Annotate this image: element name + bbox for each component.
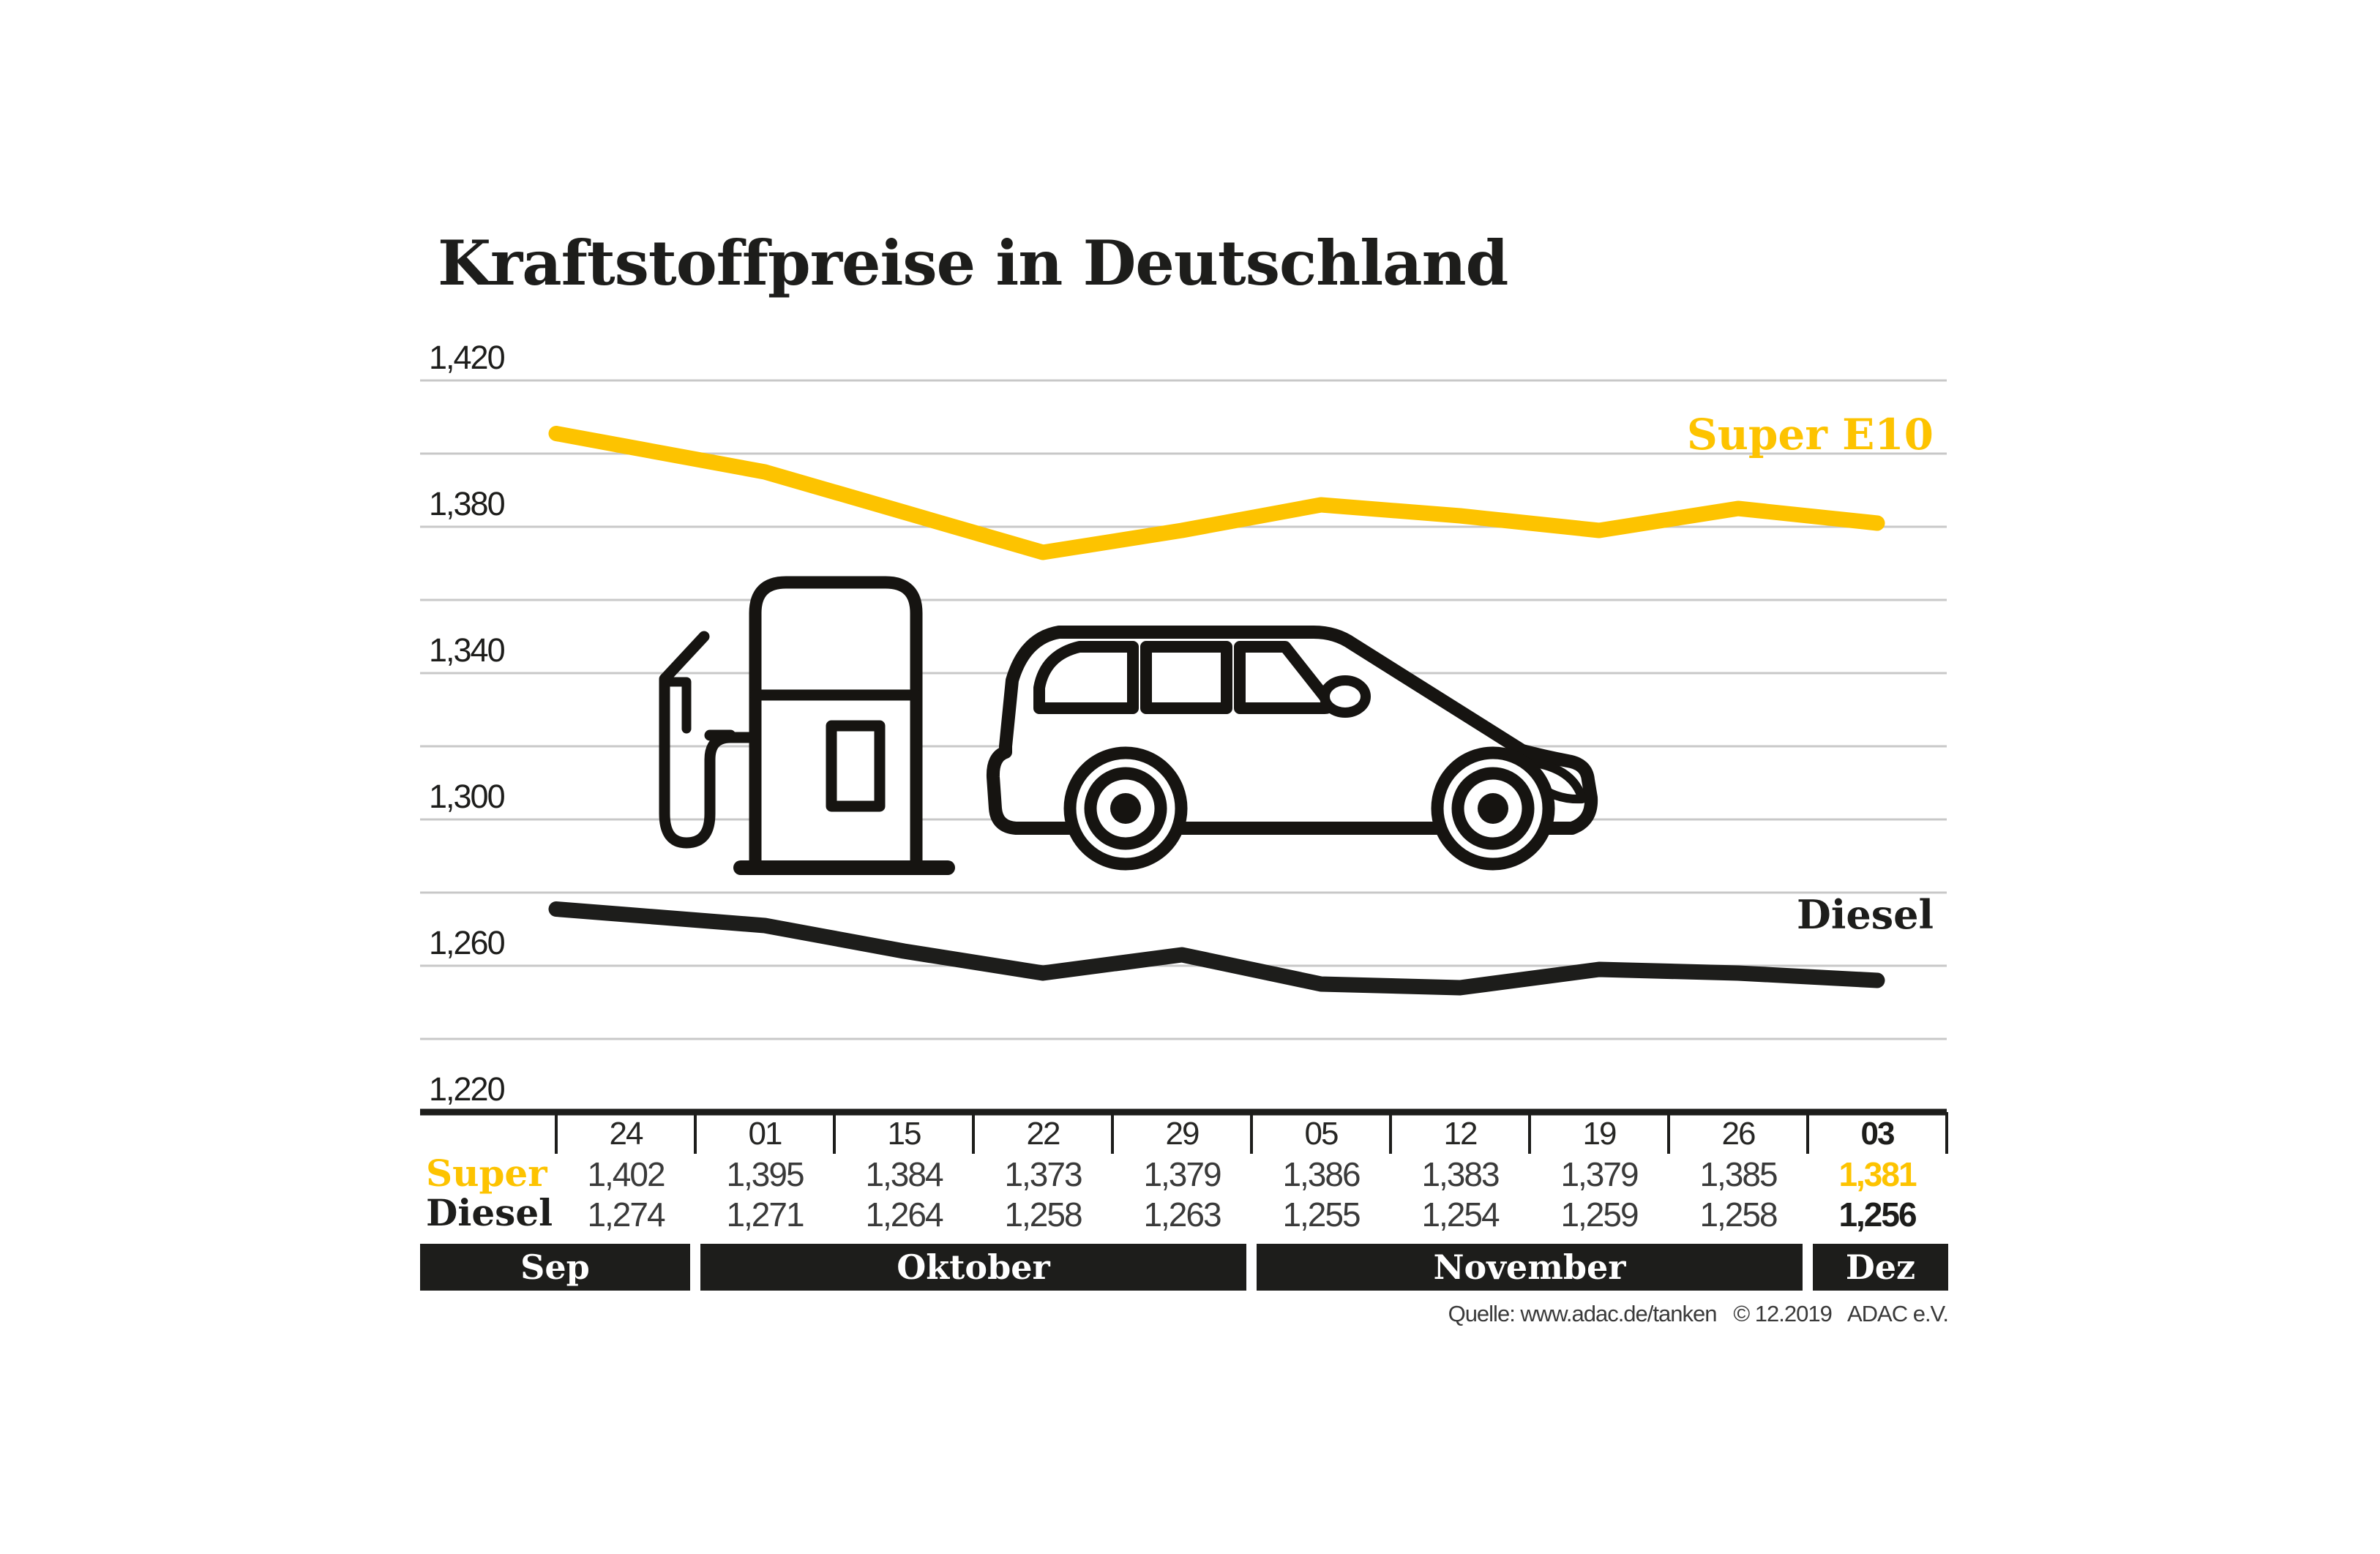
y-axis-label: 1,380 [429,485,506,522]
y-axis-label: 1,300 [429,778,506,815]
date-label: 24 [609,1116,644,1152]
month-bar-sep: Sep [420,1244,690,1291]
table-value: 1,385 [1699,1155,1778,1193]
page-title: Kraftstoffpreise in Deutschland [438,227,1508,299]
date-label: 22 [1026,1116,1061,1152]
table-value: 1,256 [1838,1195,1917,1234]
date-label: 29 [1165,1116,1200,1152]
data-lines [548,426,1885,996]
month-bar-dez: Dez [1813,1244,1948,1291]
date-label: 19 [1582,1116,1617,1152]
month-bar-oktober: Oktober [700,1244,1246,1291]
table-value: 1,264 [865,1195,943,1234]
source-note: Quelle: www.adac.de/tanken © 12.2019 ADA… [1448,1301,1949,1326]
date-label: 15 [887,1116,922,1152]
table-value: 1,384 [865,1155,943,1193]
date-label: 05 [1304,1116,1339,1152]
diesel-row-label: Diesel [426,1191,553,1234]
table-value: 1,271 [726,1195,804,1234]
date-label: 01 [748,1116,783,1152]
car-front-wheel-icon [1431,746,1555,871]
y-axis-label: 1,220 [429,1070,506,1108]
super-row-label: Super [426,1152,547,1195]
date-label: 03 [1860,1116,1896,1152]
car-rear-wheel-icon [1063,746,1188,871]
table-value: 1,379 [1143,1155,1221,1193]
date-label: 26 [1721,1116,1756,1152]
table-value: 1,395 [726,1155,804,1193]
table-value: 1,258 [1004,1195,1082,1234]
table-value: 1,255 [1282,1195,1361,1234]
diesel-line-label: Diesel [1797,891,1934,938]
table-value: 1,263 [1143,1195,1221,1234]
car-icon [986,626,1598,871]
super-e10-line [548,426,1885,560]
table-value: 1,274 [587,1195,665,1234]
table-value: 1,381 [1838,1155,1917,1193]
table-value: 1,373 [1004,1155,1082,1193]
x-axis [420,1108,1948,1154]
table-value: 1,379 [1560,1155,1639,1193]
table-value: 1,254 [1421,1195,1500,1234]
super-e10-line-label: Super E10 [1686,410,1934,459]
table-value: 1,402 [587,1155,665,1193]
y-axis-label: 1,340 [429,631,506,669]
table-value: 1,383 [1421,1155,1500,1193]
fuel-pump-icon [659,576,955,875]
date-label: 12 [1443,1116,1478,1152]
y-axis-label: 1,420 [429,339,506,376]
diesel-line [548,901,1885,996]
table-value: 1,386 [1282,1155,1361,1193]
table-value: 1,258 [1699,1195,1778,1234]
month-bar-november: November [1257,1244,1803,1291]
y-axis-label: 1,260 [429,924,506,961]
table-value: 1,259 [1560,1195,1639,1234]
